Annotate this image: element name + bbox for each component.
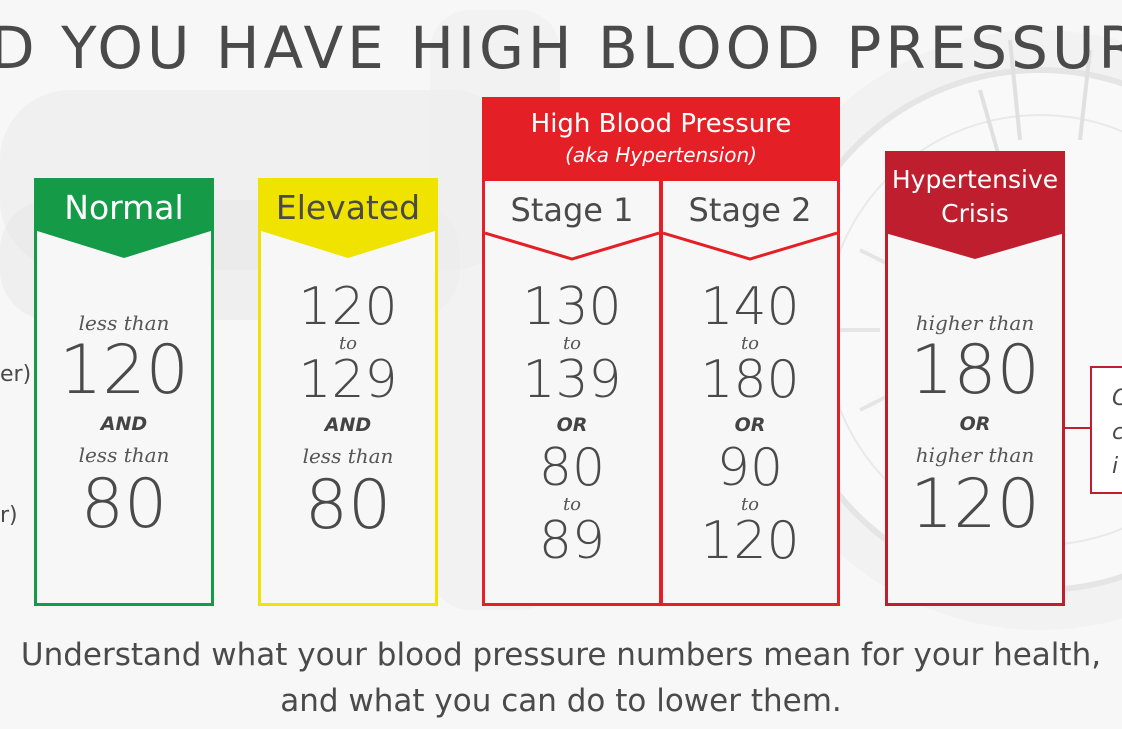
stage1-systolic-to-word: to [562,333,582,354]
crisis-diastolic-value: 120 [910,465,1040,544]
high-blood-pressure-subtitle: (aka Hypertension) [565,143,757,167]
stage1-systolic-to: 139 [522,350,622,410]
stage1-header-shape [485,231,659,261]
crisis-callout-line3: i [1112,454,1119,479]
elevated-column: Elevated 120 to 129 AND less than 80 [258,178,438,606]
crisis-callout-line2: c [1112,416,1122,450]
crisis-header: Hypertensive Crisis [885,151,1065,263]
elevated-diastolic-value: 80 [304,466,392,545]
stage2-systolic-from: 140 [700,277,800,337]
stage1-diastolic-from: 80 [538,438,606,498]
crisis-systolic-prefix: higher than [915,311,1035,335]
stage2-systolic-to-word: to [740,333,760,354]
crisis-label-line1: Hypertensive [891,165,1059,194]
elevated-systolic-to: 129 [298,350,398,410]
crisis-callout-connector [1065,427,1091,429]
stage1-column: Stage 1 130 to 139 OR 80 to 89 [482,178,662,606]
crisis-header-shape [885,151,1065,259]
elevated-conjunction: AND [324,414,372,436]
elevated-systolic-from: 120 [298,277,398,337]
normal-header-shape [34,178,214,258]
normal-header: Normal [34,178,214,262]
elevated-header: Elevated [258,178,438,262]
normal-systolic-prefix: less than [78,311,170,335]
footer-text: Understand what your blood pressure numb… [0,632,1122,724]
high-blood-pressure-title: High Blood Pressure [530,109,792,139]
crisis-label-line2: Crisis [941,199,1009,228]
stage2-diastolic-from: 90 [716,438,784,498]
crisis-column: Hypertensive Crisis higher than 180 OR h… [885,151,1065,606]
elevated-systolic-to-word: to [338,333,358,354]
crisis-diastolic-prefix: higher than [915,443,1035,467]
crisis-callout-line1: C [1112,382,1122,416]
elevated-label: Elevated [275,188,421,227]
page-title: D YOU HAVE HIGH BLOOD PRESSUR [0,14,1122,82]
stage1-systolic-from: 130 [522,277,622,337]
stage2-diastolic-to-word: to [740,494,760,515]
stage1-label: Stage 1 [510,191,634,229]
footer-line2: and what you can do to lower them. [280,683,842,719]
normal-systolic-value: 120 [59,331,189,410]
footer-line1: Understand what your blood pressure numb… [20,637,1102,673]
normal-conjunction: AND [100,413,148,435]
high-blood-pressure-header: High Blood Pressure (aka Hypertension) [482,97,840,183]
left-label-systolic-fragment: er) [0,362,32,387]
normal-diastolic-value: 80 [80,465,168,544]
stage1-conjunction: OR [556,414,588,436]
elevated-header-shape [258,178,438,258]
stage2-systolic-to: 180 [700,350,800,410]
normal-column: Normal less than 120 AND less than 80 [34,178,214,606]
elevated-diastolic-prefix: less than [302,444,394,468]
normal-diastolic-prefix: less than [78,443,170,467]
left-label-diastolic-fragment: r) [0,503,18,528]
stage2-label: Stage 2 [688,191,812,229]
stage2-diastolic-to: 120 [700,511,800,571]
stage2-column: Stage 2 140 to 180 OR 90 to 120 [660,178,840,606]
crisis-conjunction: OR [959,413,991,435]
crisis-callout-box: C c i [1090,366,1122,494]
crisis-systolic-value: 180 [910,331,1040,410]
stage2-conjunction: OR [734,414,766,436]
stage2-header-shape [663,231,837,261]
stage2-header: Stage 2 [663,181,837,261]
stage1-diastolic-to: 89 [538,511,606,571]
normal-label: Normal [64,188,184,227]
stage1-diastolic-to-word: to [562,494,582,515]
stage1-header: Stage 1 [485,181,659,261]
